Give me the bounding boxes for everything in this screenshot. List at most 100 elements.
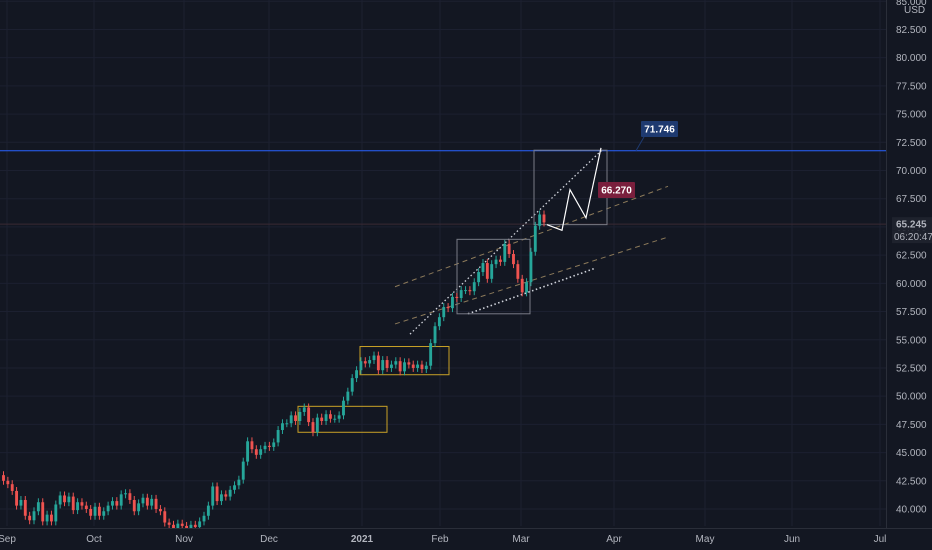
- candle-body: [115, 501, 119, 506]
- candle-body: [481, 263, 485, 273]
- drawings: [0, 147, 886, 433]
- price-tick-label: 52.500: [896, 363, 927, 374]
- time-tick-label: Oct: [86, 534, 102, 545]
- candle-body: [172, 524, 175, 529]
- candle-body: [233, 485, 236, 490]
- price-axis[interactable]: 40.000 42.500 45.000 47.500 50.000 52.500 55.0…: [886, 0, 932, 550]
- candle-body: [259, 449, 263, 455]
- candle-body: [80, 502, 84, 506]
- price-tick-label: 82.500: [896, 25, 927, 36]
- candle-body: [390, 364, 393, 368]
- candle-body: [102, 511, 106, 516]
- candle-body: [302, 407, 306, 412]
- candle-body: [333, 418, 337, 420]
- candle-body: [50, 514, 53, 522]
- grid: [0, 0, 886, 526]
- candle-body: [503, 243, 507, 262]
- candle-body: [263, 445, 267, 450]
- price-tick-label: 40.000: [896, 505, 927, 516]
- candle-body: [145, 497, 149, 506]
- target-label-bg: [641, 121, 678, 137]
- candle-body: [32, 511, 36, 521]
- price-tick-label: 85.000: [896, 0, 927, 8]
- candle-body: [494, 259, 498, 265]
- candle-body: [433, 326, 437, 344]
- candle-body: [490, 264, 494, 279]
- candle-body: [533, 225, 537, 252]
- mid-target-label: 66.270: [601, 186, 632, 197]
- channel-upper: [394, 185, 669, 288]
- candle-body: [220, 494, 223, 502]
- candle-body: [464, 290, 467, 292]
- time-axis[interactable]: Sep Oct Nov Dec 2021 Feb Mar Apr May Jun Jul: [0, 528, 932, 550]
- price-tick-label: 50.000: [896, 392, 927, 403]
- candle-body: [337, 415, 341, 419]
- candle-body: [381, 360, 385, 371]
- candle-body: [289, 415, 293, 424]
- current-price-tag-bg: [892, 217, 932, 231]
- candle-body: [246, 441, 250, 462]
- candle-body: [281, 423, 284, 431]
- candle-body: [202, 515, 206, 522]
- candle-body: [54, 504, 58, 522]
- triangle-upper: [409, 148, 604, 335]
- candle-body: [311, 422, 315, 433]
- price-tick-label: 42.500: [896, 476, 927, 487]
- price-tick-label: 47.500: [896, 420, 927, 431]
- candle-body: [124, 493, 127, 495]
- candle-body: [6, 480, 10, 485]
- price-tick-label: 77.500: [896, 81, 927, 92]
- candle-body: [315, 417, 319, 433]
- price-tick-label: 45.000: [896, 448, 927, 459]
- candle-body: [355, 370, 359, 379]
- candle-body: [93, 506, 97, 516]
- candle-body: [63, 495, 66, 503]
- candle-body: [176, 523, 180, 529]
- candle-body: [403, 362, 406, 372]
- time-tick-label: Nov: [175, 534, 193, 545]
- current-price-tag: 65.245: [896, 220, 927, 231]
- candle-body: [193, 524, 197, 528]
- candle-body: [498, 259, 502, 262]
- target-label: 71.746: [644, 125, 675, 136]
- candle-body: [150, 498, 154, 506]
- candle-body: [180, 523, 184, 526]
- candle-body: [512, 253, 515, 265]
- candle-body: [455, 296, 459, 299]
- candle-body: [416, 364, 420, 368]
- candle-body: [442, 307, 446, 318]
- candle-body: [376, 355, 380, 371]
- price-tick-label: 67.500: [896, 194, 927, 205]
- candle-body: [350, 378, 354, 392]
- candle-body: [154, 498, 158, 509]
- candle-body: [429, 343, 433, 366]
- time-tick-label: Sep: [0, 534, 16, 545]
- price-tick-label: 70.000: [896, 166, 927, 177]
- candle-body: [15, 490, 19, 506]
- candle-body: [215, 486, 219, 502]
- candle-body: [285, 423, 289, 425]
- candle-body: [198, 521, 202, 528]
- candle-body: [363, 361, 367, 364]
- candle-body: [307, 407, 311, 423]
- candle-body: [394, 361, 398, 365]
- candle-body: [119, 494, 123, 506]
- price-tick-label: 62.500: [896, 251, 927, 262]
- candle-body: [451, 296, 454, 309]
- price-tick-label: 57.500: [896, 307, 927, 318]
- overlay: 71.746 66.270: [598, 121, 678, 198]
- candle-body: [28, 515, 32, 521]
- candles: [2, 210, 546, 535]
- candle-body: [267, 445, 271, 447]
- candle-body: [324, 414, 328, 421]
- candle-body: [89, 509, 93, 516]
- candle-body: [525, 282, 529, 293]
- candle-body: [19, 499, 23, 506]
- time-tick-label: 2021: [351, 534, 374, 545]
- time-tick-label: Jul: [874, 534, 887, 545]
- candle-body: [320, 417, 324, 421]
- candle-body: [398, 361, 402, 372]
- candle-body: [538, 214, 542, 226]
- candle-body: [23, 499, 27, 516]
